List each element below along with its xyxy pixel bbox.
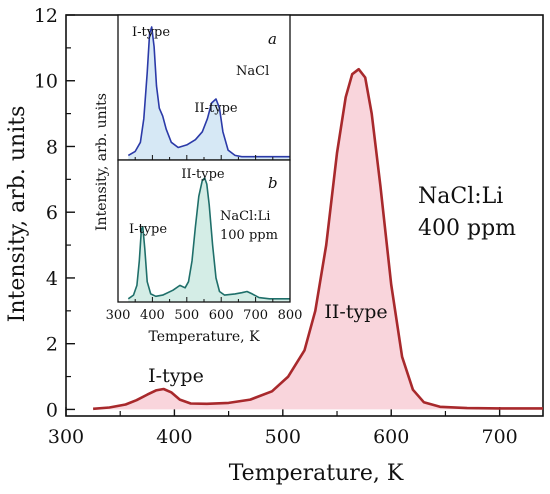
inset-b-x-tick-label: 700 xyxy=(243,308,268,323)
inset-a-sample-label: NaCl xyxy=(236,64,269,79)
inset-a-annotation-ii-type: II-type xyxy=(194,101,238,116)
sample-label-line1: NaCl:Li xyxy=(418,184,503,209)
main-y-tick-label: 0 xyxy=(46,399,58,421)
inset-y-axis-title: Intensity, arb. units xyxy=(94,93,110,231)
main-y-tick-label: 2 xyxy=(46,334,58,356)
sample-label-line2: 400 ppm xyxy=(418,216,516,241)
inset-b-x-tick-label: 600 xyxy=(209,308,234,323)
main-x-tick-label: 500 xyxy=(265,426,301,448)
inset-b-frame xyxy=(117,159,291,303)
inset-a-series-line xyxy=(127,26,290,158)
main-series-line xyxy=(92,67,543,411)
main-annotation-i-type: I-type xyxy=(148,365,204,387)
inset-a xyxy=(117,14,291,161)
inset-a-letter: a xyxy=(268,30,277,48)
main-annotation-ii-type: II-type xyxy=(324,301,387,323)
inset-b-series-line xyxy=(127,177,290,300)
inset-b-x-tick-label: 300 xyxy=(106,308,131,323)
inset-b-x-tick-label: 500 xyxy=(174,308,199,323)
main-x-axis-title: Temperature, K xyxy=(229,461,404,486)
inset-b-letter: b xyxy=(268,174,278,192)
inset-b-annotation-i-type: I-type xyxy=(129,222,167,237)
main-y-tick-label: 6 xyxy=(46,202,58,224)
main-series-fill xyxy=(93,69,543,410)
inset-b-x-tick-label: 800 xyxy=(278,308,303,323)
main-y-tick-label: 8 xyxy=(46,136,58,158)
inset-b-x-tick-label: 400 xyxy=(140,308,165,323)
main-x-tick-label: 600 xyxy=(373,426,409,448)
main-plot-frame xyxy=(65,14,544,417)
main-x-tick-label: 400 xyxy=(156,426,192,448)
inset-a-annotation-i-type: I-type xyxy=(132,25,170,40)
inset-x-axis-title: Temperature, K xyxy=(148,329,260,345)
inset-b-sample-label-line1: NaCl:Li xyxy=(220,209,270,224)
inset-b-series-fill xyxy=(128,178,290,302)
main-axes: 300 400 500 600 700 0 2 4 6 8 10 12 xyxy=(34,5,544,448)
main-x-tick-label: 300 xyxy=(48,426,84,448)
main-series xyxy=(92,67,543,411)
inset-b-sample-label-line2: 100 ppm xyxy=(220,228,278,243)
inset-a-series-fill xyxy=(128,27,290,160)
main-y-tick-label: 4 xyxy=(46,268,58,290)
inset-b-annotation-ii-type: II-type xyxy=(181,167,225,182)
inset-b: 300 400 500 600 700 800 xyxy=(106,159,303,323)
main-x-tick-label: 700 xyxy=(482,426,518,448)
main-y-tick-label: 12 xyxy=(34,5,58,27)
main-y-axis-title: Intensity, arb. units xyxy=(5,106,30,323)
main-y-tick-label: 10 xyxy=(34,71,58,93)
